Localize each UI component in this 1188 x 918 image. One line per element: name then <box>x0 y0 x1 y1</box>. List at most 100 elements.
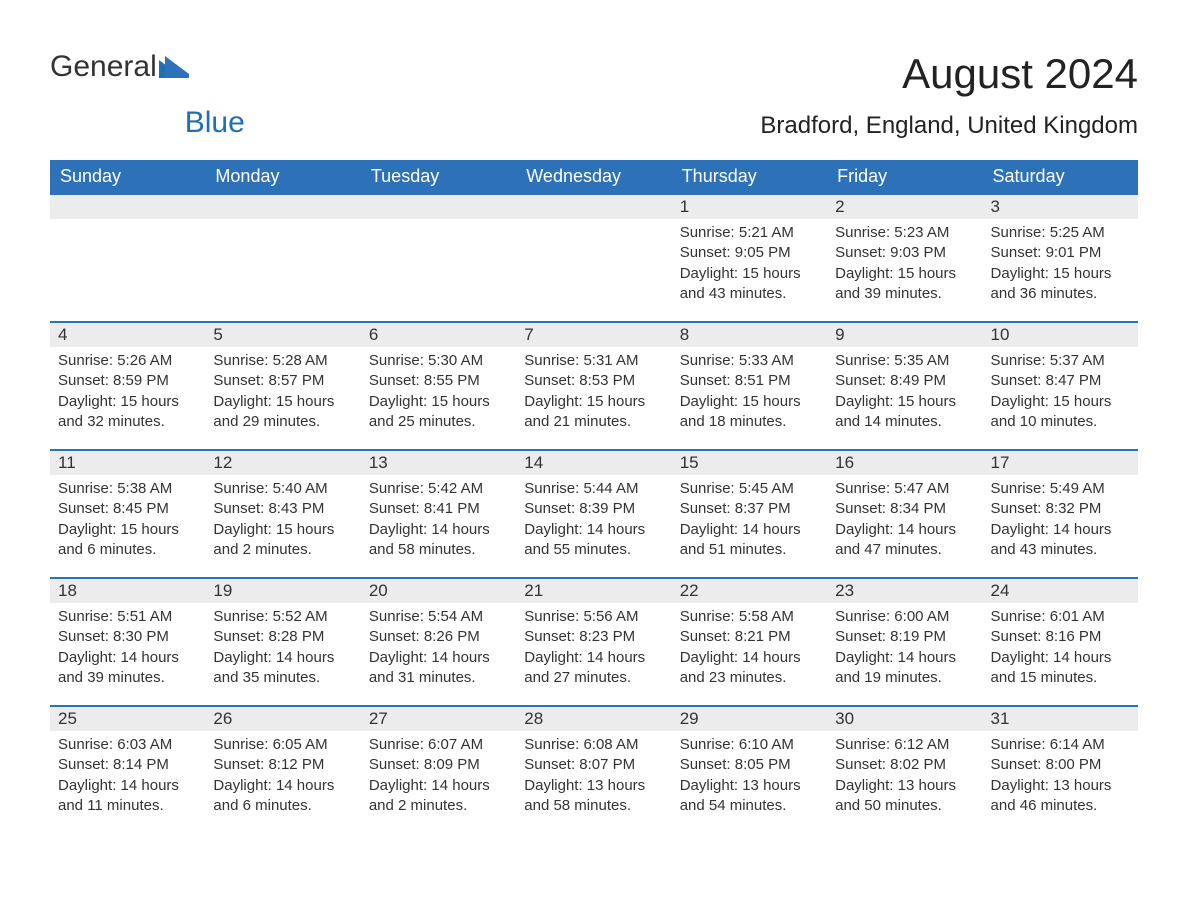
day-details: Sunrise: 5:30 AMSunset: 8:55 PMDaylight:… <box>361 347 516 440</box>
sunrise-line: Sunrise: 5:45 AM <box>680 479 819 499</box>
sunrise-line: Sunrise: 5:35 AM <box>835 351 974 371</box>
calendar-day-cell: 11Sunrise: 5:38 AMSunset: 8:45 PMDayligh… <box>50 450 205 578</box>
day-number: 14 <box>516 451 671 475</box>
sunset-line: Sunset: 8:21 PM <box>680 627 819 647</box>
day-number: 21 <box>516 579 671 603</box>
sunrise-line: Sunrise: 6:07 AM <box>369 735 508 755</box>
day-details: Sunrise: 5:45 AMSunset: 8:37 PMDaylight:… <box>672 475 827 568</box>
calendar-table: SundayMondayTuesdayWednesdayThursdayFrid… <box>50 160 1138 834</box>
day-details: Sunrise: 5:49 AMSunset: 8:32 PMDaylight:… <box>983 475 1138 568</box>
calendar-day-cell: 17Sunrise: 5:49 AMSunset: 8:32 PMDayligh… <box>983 450 1138 578</box>
sunrise-line: Sunrise: 5:54 AM <box>369 607 508 627</box>
sunrise-line: Sunrise: 6:14 AM <box>991 735 1130 755</box>
calendar-empty-cell <box>205 194 360 322</box>
day-number: 18 <box>50 579 205 603</box>
day-number: 2 <box>827 195 982 219</box>
calendar-day-cell: 30Sunrise: 6:12 AMSunset: 8:02 PMDayligh… <box>827 706 982 834</box>
day-number: 13 <box>361 451 516 475</box>
sunrise-line: Sunrise: 5:40 AM <box>213 479 352 499</box>
calendar-day-cell: 26Sunrise: 6:05 AMSunset: 8:12 PMDayligh… <box>205 706 360 834</box>
daylight-line: Daylight: 14 hours and 55 minutes. <box>524 520 663 561</box>
calendar-day-cell: 14Sunrise: 5:44 AMSunset: 8:39 PMDayligh… <box>516 450 671 578</box>
calendar-day-cell: 15Sunrise: 5:45 AMSunset: 8:37 PMDayligh… <box>672 450 827 578</box>
day-number: 19 <box>205 579 360 603</box>
sunset-line: Sunset: 8:14 PM <box>58 755 197 775</box>
calendar-day-cell: 6Sunrise: 5:30 AMSunset: 8:55 PMDaylight… <box>361 322 516 450</box>
calendar-day-cell: 23Sunrise: 6:00 AMSunset: 8:19 PMDayligh… <box>827 578 982 706</box>
calendar-day-cell: 13Sunrise: 5:42 AMSunset: 8:41 PMDayligh… <box>361 450 516 578</box>
calendar-day-cell: 18Sunrise: 5:51 AMSunset: 8:30 PMDayligh… <box>50 578 205 706</box>
sunset-line: Sunset: 8:34 PM <box>835 499 974 519</box>
daylight-line: Daylight: 14 hours and 43 minutes. <box>991 520 1130 561</box>
calendar-empty-cell <box>361 194 516 322</box>
daylight-line: Daylight: 13 hours and 58 minutes. <box>524 776 663 817</box>
calendar-day-cell: 8Sunrise: 5:33 AMSunset: 8:51 PMDaylight… <box>672 322 827 450</box>
daylight-line: Daylight: 13 hours and 46 minutes. <box>991 776 1130 817</box>
day-number: 30 <box>827 707 982 731</box>
day-number: 3 <box>983 195 1138 219</box>
daylight-line: Daylight: 14 hours and 19 minutes. <box>835 648 974 689</box>
calendar-day-cell: 25Sunrise: 6:03 AMSunset: 8:14 PMDayligh… <box>50 706 205 834</box>
sunset-line: Sunset: 8:47 PM <box>991 371 1130 391</box>
sunrise-line: Sunrise: 5:26 AM <box>58 351 197 371</box>
day-number: 6 <box>361 323 516 347</box>
sunrise-line: Sunrise: 5:31 AM <box>524 351 663 371</box>
sunrise-line: Sunrise: 6:05 AM <box>213 735 352 755</box>
calendar-day-cell: 22Sunrise: 5:58 AMSunset: 8:21 PMDayligh… <box>672 578 827 706</box>
daylight-line: Daylight: 14 hours and 2 minutes. <box>369 776 508 817</box>
sunrise-line: Sunrise: 5:23 AM <box>835 223 974 243</box>
day-number: 4 <box>50 323 205 347</box>
sunset-line: Sunset: 8:07 PM <box>524 755 663 775</box>
sunset-line: Sunset: 8:51 PM <box>680 371 819 391</box>
calendar-day-cell: 24Sunrise: 6:01 AMSunset: 8:16 PMDayligh… <box>983 578 1138 706</box>
day-details: Sunrise: 6:08 AMSunset: 8:07 PMDaylight:… <box>516 731 671 824</box>
weekday-header: Monday <box>205 160 360 194</box>
sunset-line: Sunset: 8:59 PM <box>58 371 197 391</box>
sunset-line: Sunset: 8:37 PM <box>680 499 819 519</box>
sunrise-line: Sunrise: 5:56 AM <box>524 607 663 627</box>
day-number: 15 <box>672 451 827 475</box>
calendar-day-cell: 7Sunrise: 5:31 AMSunset: 8:53 PMDaylight… <box>516 322 671 450</box>
day-details: Sunrise: 5:42 AMSunset: 8:41 PMDaylight:… <box>361 475 516 568</box>
calendar-day-cell: 19Sunrise: 5:52 AMSunset: 8:28 PMDayligh… <box>205 578 360 706</box>
day-details: Sunrise: 5:40 AMSunset: 8:43 PMDaylight:… <box>205 475 360 568</box>
day-details: Sunrise: 6:01 AMSunset: 8:16 PMDaylight:… <box>983 603 1138 696</box>
daylight-line: Daylight: 15 hours and 43 minutes. <box>680 264 819 305</box>
day-details: Sunrise: 5:52 AMSunset: 8:28 PMDaylight:… <box>205 603 360 696</box>
day-number: 17 <box>983 451 1138 475</box>
sunrise-line: Sunrise: 6:00 AM <box>835 607 974 627</box>
sunset-line: Sunset: 8:09 PM <box>369 755 508 775</box>
day-details: Sunrise: 5:21 AMSunset: 9:05 PMDaylight:… <box>672 219 827 312</box>
calendar-day-cell: 10Sunrise: 5:37 AMSunset: 8:47 PMDayligh… <box>983 322 1138 450</box>
calendar-empty-cell <box>516 194 671 322</box>
calendar-day-cell: 16Sunrise: 5:47 AMSunset: 8:34 PMDayligh… <box>827 450 982 578</box>
day-details: Sunrise: 5:33 AMSunset: 8:51 PMDaylight:… <box>672 347 827 440</box>
sunset-line: Sunset: 9:05 PM <box>680 243 819 263</box>
sunrise-line: Sunrise: 5:49 AM <box>991 479 1130 499</box>
daylight-line: Daylight: 14 hours and 39 minutes. <box>58 648 197 689</box>
weekday-header: Sunday <box>50 160 205 194</box>
day-number: 22 <box>672 579 827 603</box>
daylight-line: Daylight: 14 hours and 27 minutes. <box>524 648 663 689</box>
location: Bradford, England, United Kingdom <box>760 112 1138 140</box>
sunset-line: Sunset: 8:41 PM <box>369 499 508 519</box>
sunrise-line: Sunrise: 6:12 AM <box>835 735 974 755</box>
day-details: Sunrise: 6:00 AMSunset: 8:19 PMDaylight:… <box>827 603 982 696</box>
daylight-line: Daylight: 14 hours and 15 minutes. <box>991 648 1130 689</box>
sunrise-line: Sunrise: 5:38 AM <box>58 479 197 499</box>
sunset-line: Sunset: 8:49 PM <box>835 371 974 391</box>
day-number: 20 <box>361 579 516 603</box>
daylight-line: Daylight: 15 hours and 18 minutes. <box>680 392 819 433</box>
daylight-line: Daylight: 14 hours and 6 minutes. <box>213 776 352 817</box>
daylight-line: Daylight: 15 hours and 39 minutes. <box>835 264 974 305</box>
daylight-line: Daylight: 14 hours and 47 minutes. <box>835 520 974 561</box>
day-number: 25 <box>50 707 205 731</box>
day-details: Sunrise: 5:47 AMSunset: 8:34 PMDaylight:… <box>827 475 982 568</box>
day-details: Sunrise: 5:37 AMSunset: 8:47 PMDaylight:… <box>983 347 1138 440</box>
daylight-line: Daylight: 14 hours and 58 minutes. <box>369 520 508 561</box>
daylight-line: Daylight: 15 hours and 29 minutes. <box>213 392 352 433</box>
weekday-header: Friday <box>827 160 982 194</box>
day-details: Sunrise: 5:51 AMSunset: 8:30 PMDaylight:… <box>50 603 205 696</box>
daylight-line: Daylight: 14 hours and 35 minutes. <box>213 648 352 689</box>
day-number: 5 <box>205 323 360 347</box>
